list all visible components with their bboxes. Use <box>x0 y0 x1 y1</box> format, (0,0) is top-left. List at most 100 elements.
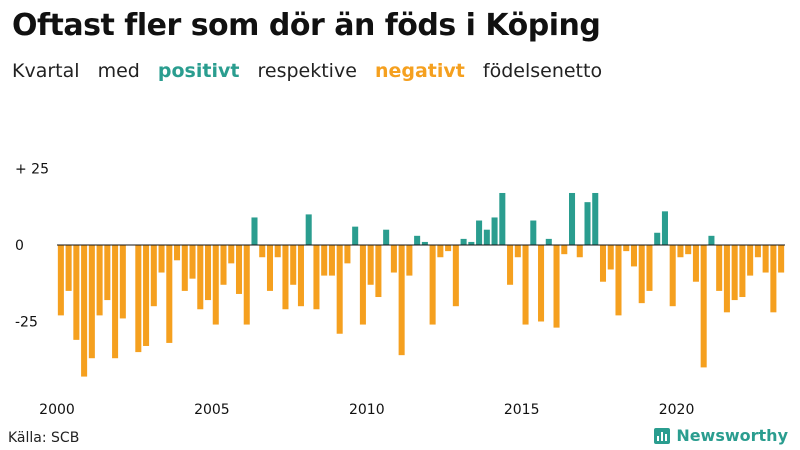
bar-negative <box>112 245 119 359</box>
bar-negative <box>514 245 521 258</box>
bar-negative <box>692 245 699 282</box>
bar-negative <box>630 245 637 267</box>
bar-negative <box>290 245 297 285</box>
subtitle-positive-label: positivt <box>157 60 240 82</box>
x-tick-label: 2010 <box>349 402 385 418</box>
bar-negative <box>135 245 142 353</box>
bar-negative <box>646 245 653 291</box>
bar-negative <box>731 245 738 301</box>
bar-negative <box>747 245 754 276</box>
brand-name: Newsworthy <box>676 426 788 445</box>
bar-positive <box>414 235 421 245</box>
bar-positive <box>708 235 715 245</box>
bar-positive <box>421 241 428 245</box>
bar-negative <box>197 245 204 310</box>
bar-positive <box>383 229 390 245</box>
bar-negative <box>235 245 243 294</box>
bar-negative <box>723 245 730 313</box>
bar-negative <box>328 245 335 276</box>
y-tick-label: + 25 <box>15 162 49 178</box>
bar-negative <box>158 245 165 273</box>
bar-negative <box>81 245 88 377</box>
x-tick-label: 2005 <box>194 402 230 418</box>
chart-subtitle: Kvartal med positivt respektive negativt… <box>12 60 614 82</box>
bar-negative <box>561 245 568 255</box>
bar-negative <box>150 245 157 307</box>
subtitle-word-quarter: Kvartal <box>12 60 80 82</box>
bar-negative <box>96 245 103 316</box>
bar-negative <box>367 245 374 285</box>
bar-negative <box>429 245 436 325</box>
bar-positive <box>499 192 506 245</box>
bar-positive <box>584 202 591 245</box>
bar-negative <box>344 245 351 264</box>
bar-negative <box>189 245 196 279</box>
bar-positive <box>545 238 552 245</box>
bar-negative <box>437 245 444 258</box>
bar-negative <box>220 245 227 285</box>
bar-negative <box>205 245 212 301</box>
bar-negative <box>259 245 266 258</box>
bar-negative <box>359 245 366 325</box>
source-note: Källa: SCB <box>8 430 80 446</box>
bar-negative <box>669 245 676 307</box>
subtitle-word-respectively: respektive <box>257 60 357 82</box>
bar-negative <box>716 245 723 291</box>
bar-negative <box>104 245 111 301</box>
bar-positive <box>460 238 467 245</box>
brand-logo: Newsworthy <box>654 426 788 445</box>
bar-negative <box>762 245 769 273</box>
bar-negative <box>375 245 382 298</box>
subtitle-negative-label: negativt <box>374 60 465 82</box>
bar-negative <box>553 245 560 328</box>
bar-positive <box>654 232 661 245</box>
bar-positive <box>251 217 258 245</box>
bar-negative <box>297 245 304 307</box>
bar-negative <box>390 245 397 273</box>
bar-negative <box>638 245 645 304</box>
bar-negative <box>599 245 607 282</box>
bar-negative <box>445 245 452 252</box>
bar-negative <box>677 245 684 258</box>
bar-negative <box>778 245 785 273</box>
bar-positive <box>592 192 599 245</box>
bar-negative <box>623 245 630 252</box>
bar-positive <box>491 217 498 245</box>
bar-negative <box>88 245 95 359</box>
bar-negative <box>57 245 64 316</box>
bar-negative <box>274 245 281 258</box>
bar-positive <box>305 214 312 245</box>
bar-negative <box>243 245 250 325</box>
bar-negative <box>212 245 219 325</box>
bar-negative <box>174 245 181 261</box>
bar-negative <box>507 245 514 285</box>
bar-negative <box>770 245 777 313</box>
x-tick-label: 2000 <box>39 402 75 418</box>
bar-positive <box>468 241 475 245</box>
bar-negative <box>336 245 343 334</box>
subtitle-word-with: med <box>97 60 140 82</box>
bar-negative <box>181 245 188 291</box>
bar-negative <box>452 245 459 307</box>
bar-negative <box>73 245 80 340</box>
bar-positive <box>661 211 668 245</box>
bar-positive <box>483 229 490 245</box>
bar-negative <box>65 245 72 291</box>
bar-negative <box>119 245 126 319</box>
bar-negative <box>313 245 320 310</box>
bar-negative <box>700 245 707 368</box>
bar-negative <box>398 245 405 356</box>
bar-negative <box>739 245 746 298</box>
bar-negative <box>615 245 622 316</box>
bar-negative <box>166 245 173 343</box>
bar-positive <box>476 220 483 245</box>
bar-negative <box>538 245 545 322</box>
bar-negative <box>321 245 328 276</box>
chart-title: Oftast fler som dör än föds i Köping <box>12 8 601 43</box>
subtitle-word-birth-net: födelsenetto <box>482 60 603 82</box>
bar-negative <box>607 245 614 270</box>
bar-negative <box>143 245 150 346</box>
bar-negative <box>754 245 761 258</box>
bar-negative <box>576 245 583 258</box>
